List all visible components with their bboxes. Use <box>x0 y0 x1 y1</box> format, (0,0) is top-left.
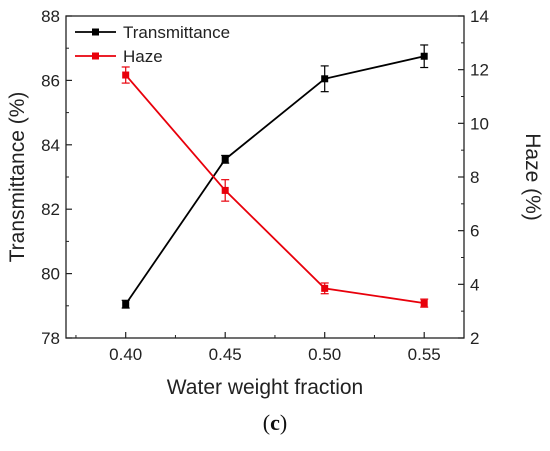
right-y-tick-label: 12 <box>470 61 489 80</box>
series-layer <box>121 44 429 309</box>
x-tick-label: 0.50 <box>308 345 341 364</box>
transmittance-line <box>124 55 425 305</box>
left-y-axis-title: Transmittance (%) <box>6 92 29 263</box>
transmittance-point <box>321 75 329 83</box>
legend-label-haze: Haze <box>123 47 163 66</box>
chart: 0.40 0.45 0.50 0.55 78 80 82 84 86 88 2 4 6 8 10 12 14… <box>6 7 544 399</box>
figure-caption: (c) <box>0 410 550 436</box>
legend-marker-haze <box>92 52 99 60</box>
left-y-tick-label: 88 <box>41 7 60 26</box>
caption-open: ( <box>262 410 271 435</box>
caption-close: ) <box>279 410 288 435</box>
transmittance-point <box>221 155 229 163</box>
haze-point <box>122 71 130 79</box>
right-y-tick-label: 8 <box>470 168 479 187</box>
x-axis-title: Water weight fraction <box>167 376 363 399</box>
x-tick-label: 0.40 <box>109 345 142 364</box>
transmittance-point <box>122 300 130 308</box>
legend-marker-transmittance <box>92 28 99 36</box>
caption-letter: c <box>270 410 280 435</box>
haze-point <box>420 299 428 307</box>
right-y-axis-title: Haze (%) <box>521 133 544 221</box>
haze-point <box>221 186 229 194</box>
right-y-tick-label: 2 <box>470 329 479 348</box>
left-y-tick-label: 78 <box>41 329 60 348</box>
left-y-tick-label: 80 <box>41 265 60 284</box>
x-tick-label: 0.45 <box>209 345 242 364</box>
left-y-tick-label: 84 <box>41 136 60 155</box>
legend: Transmittance Haze <box>75 23 230 66</box>
left-y-tick-label: 82 <box>41 200 60 219</box>
legend-label-transmittance: Transmittance <box>123 23 230 42</box>
right-y-tick-label: 6 <box>470 222 479 241</box>
x-axis-ticks: 0.40 0.45 0.50 0.55 <box>75 332 441 364</box>
right-y-tick-label: 10 <box>470 114 489 133</box>
haze-line <box>125 74 425 305</box>
right-y-tick-label: 14 <box>470 7 489 26</box>
right-y-tick-label: 4 <box>470 275 479 294</box>
transmittance-point <box>420 52 428 60</box>
left-y-tick-label: 86 <box>41 71 60 90</box>
right-y-axis-ticks: 2 4 6 8 10 12 14 <box>458 7 489 348</box>
haze-point <box>321 284 329 292</box>
x-tick-label: 0.55 <box>408 345 441 364</box>
left-y-axis-ticks: 78 80 82 84 86 88 <box>41 7 72 348</box>
